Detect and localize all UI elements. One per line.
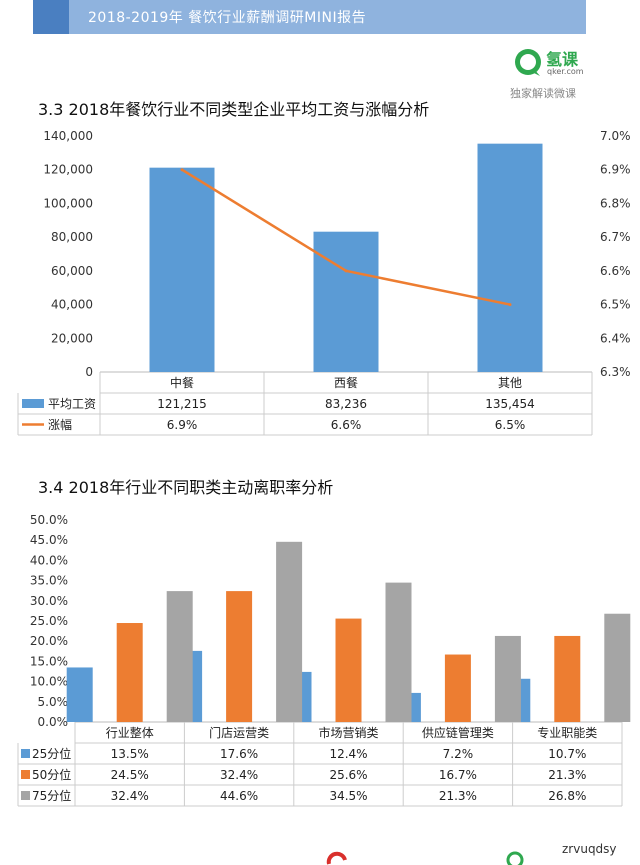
turnover-bar — [226, 591, 253, 722]
table-cell: 13.5% — [111, 747, 149, 761]
turnover-bar — [494, 635, 521, 722]
table-cell: 83,236 — [325, 397, 367, 411]
footer-brand-icon — [506, 851, 524, 865]
footer-logo-icon — [326, 851, 347, 865]
left-axis-tick-label: 80,000 — [51, 230, 93, 244]
table-cell: 21.3% — [548, 768, 586, 782]
growth-point — [344, 269, 348, 273]
watermark-tag: zrvuqdsy — [562, 842, 617, 856]
turnover-bar — [276, 541, 303, 722]
header-accent — [33, 0, 69, 34]
table-cell: 32.4% — [111, 789, 149, 803]
header-title: 2018-2019年 餐饮行业薪酬调研MINI报告 — [88, 10, 367, 26]
table-cell: 17.6% — [220, 747, 258, 761]
turnover-bar — [444, 654, 471, 722]
category-label: 供应链管理类 — [422, 725, 494, 740]
table-cell: 16.7% — [439, 768, 477, 782]
right-axis-tick-label: 7.0% — [600, 129, 631, 143]
y-axis-tick-label: 45.0% — [30, 533, 68, 547]
logo-tagline: 独家解读微课 — [510, 87, 576, 100]
category-label: 中餐 — [170, 375, 194, 390]
table-cell: 10.7% — [548, 747, 586, 761]
chart1-title: 3.3 2018年餐饮行业不同类型企业平均工资与涨幅分析 — [38, 100, 430, 119]
legend-label: 平均工资 — [48, 397, 96, 411]
salary-chart: 140,000 120,000 100,000 80,000 60,000 40,000 2… — [17, 129, 631, 436]
y-axis-tick-label: 0.0% — [38, 715, 69, 729]
table-cell: 32.4% — [220, 768, 258, 782]
category-label: 其他 — [498, 376, 522, 390]
right-axis-tick-label: 6.7% — [600, 230, 631, 244]
logo-domain: qker.com — [547, 67, 584, 76]
turnover-bar — [385, 582, 412, 722]
left-axis-tick-label: 120,000 — [43, 163, 93, 177]
turnover-bar — [66, 667, 93, 722]
salary-bar — [313, 231, 379, 372]
y-axis-tick-label: 50.0% — [30, 513, 68, 527]
right-axis-tick-label: 6.9% — [600, 163, 631, 177]
y-axis-tick-label: 30.0% — [30, 594, 68, 608]
right-axis-tick-label: 6.6% — [600, 264, 631, 278]
turnover-bar — [554, 635, 581, 722]
turnover-bar — [116, 623, 143, 722]
y-axis-tick-label: 40.0% — [30, 553, 68, 567]
table-cell: 6.9% — [167, 418, 198, 432]
y-axis-tick-label: 15.0% — [30, 654, 68, 668]
y-axis-tick-label: 10.0% — [30, 675, 68, 689]
legend-swatch — [21, 791, 30, 800]
chart2-title: 3.4 2018年行业不同职类主动离职率分析 — [38, 478, 334, 497]
growth-point — [508, 303, 512, 307]
right-axis-tick-label: 6.3% — [600, 365, 631, 379]
category-label: 市场营销类 — [318, 725, 378, 740]
category-label: 专业职能类 — [537, 725, 597, 740]
table-cell: 24.5% — [111, 768, 149, 782]
y-axis-tick-label: 5.0% — [38, 695, 69, 709]
table-cell: 44.6% — [220, 789, 258, 803]
salary-bar — [149, 167, 215, 372]
turnover-chart: 50.0% 45.0% 40.0% 35.0% 30.0% 25.0% 20.0% 15.0%… — [17, 513, 631, 807]
left-axis-tick-label: 100,000 — [43, 196, 93, 210]
turnover-bar — [335, 618, 362, 722]
legend-label: 75分位 — [32, 788, 71, 803]
footer — [0, 850, 640, 865]
y-axis-tick-label: 25.0% — [30, 614, 68, 628]
table-cell: 121,215 — [157, 397, 207, 411]
legend-label: 涨幅 — [48, 417, 72, 432]
table-cell: 12.4% — [329, 747, 367, 761]
category-label: 门店运营类 — [209, 725, 269, 740]
left-axis-tick-label: 140,000 — [43, 129, 93, 143]
legend-label: 50分位 — [32, 767, 71, 782]
table-cell: 34.5% — [329, 789, 367, 803]
table-cell: 6.6% — [331, 418, 362, 432]
category-label: 行业整体 — [106, 725, 154, 740]
turnover-bar — [166, 591, 193, 722]
legend-swatch — [21, 770, 30, 779]
right-axis-tick-label: 6.5% — [600, 298, 631, 312]
chat-bubble-logo-icon — [515, 49, 541, 76]
left-axis-tick-label: 60,000 — [51, 264, 93, 278]
salary-bar — [477, 143, 543, 372]
left-axis-tick-label: 20,000 — [51, 331, 93, 345]
table-cell: 26.8% — [548, 789, 586, 803]
growth-point — [180, 168, 184, 172]
y-axis-tick-label: 20.0% — [30, 634, 68, 648]
legend-swatch — [21, 749, 30, 758]
category-label: 西餐 — [334, 375, 358, 390]
header-bar — [33, 0, 586, 34]
legend-label: 25分位 — [32, 746, 71, 761]
turnover-bar — [604, 613, 631, 722]
legend-swatch-salary — [22, 399, 44, 408]
y-axis-tick-label: 35.0% — [30, 574, 68, 588]
table-cell: 6.5% — [495, 418, 526, 432]
table-cell: 25.6% — [329, 768, 367, 782]
table-cell: 7.2% — [443, 747, 474, 761]
left-axis-tick-label: 40,000 — [51, 298, 93, 312]
table-cell: 135,454 — [485, 397, 535, 411]
logo-name: 氢课 — [546, 50, 579, 69]
table-cell: 21.3% — [439, 789, 477, 803]
left-axis-tick-label: 0 — [85, 365, 93, 379]
right-axis-tick-label: 6.4% — [600, 331, 631, 345]
right-axis-tick-label: 6.8% — [600, 196, 631, 210]
